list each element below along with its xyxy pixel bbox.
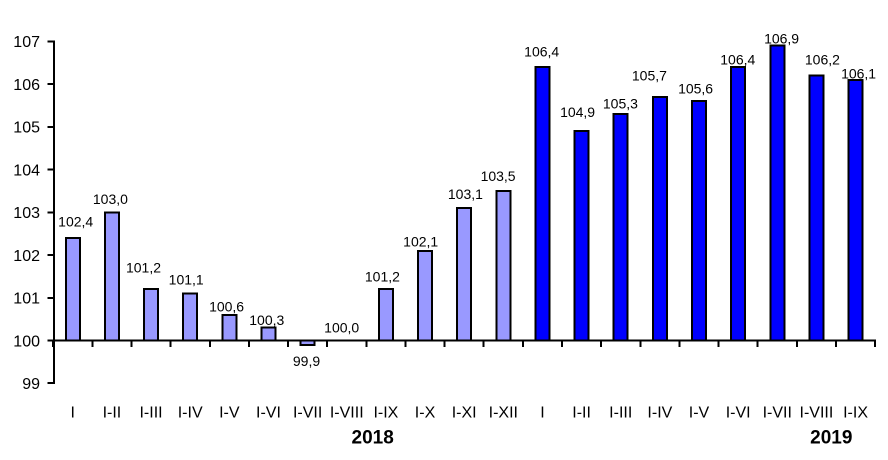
svg-text:I: I xyxy=(540,405,544,422)
svg-text:106,4: 106,4 xyxy=(524,43,559,59)
svg-text:I-VII: I-VII xyxy=(763,405,792,422)
svg-text:103: 103 xyxy=(13,205,40,222)
svg-text:I-II: I-II xyxy=(103,405,122,422)
svg-text:101,2: 101,2 xyxy=(126,260,161,276)
svg-text:101,1: 101,1 xyxy=(169,272,204,288)
svg-text:106,9: 106,9 xyxy=(764,31,799,47)
svg-text:99,9: 99,9 xyxy=(293,353,320,369)
svg-text:I-X: I-X xyxy=(415,405,436,422)
svg-text:I-VII: I-VII xyxy=(293,405,322,422)
svg-text:I-V: I-V xyxy=(219,405,240,422)
svg-text:2018: 2018 xyxy=(352,428,394,449)
svg-text:102: 102 xyxy=(13,248,40,265)
svg-text:I: I xyxy=(71,405,75,422)
svg-text:100,0: 100,0 xyxy=(324,320,359,336)
svg-text:102,1: 102,1 xyxy=(403,234,438,250)
svg-text:I-III: I-III xyxy=(139,405,162,422)
svg-text:100,6: 100,6 xyxy=(209,299,244,315)
svg-text:105: 105 xyxy=(13,120,40,137)
svg-text:2019: 2019 xyxy=(810,428,852,449)
svg-text:I-VIII: I-VIII xyxy=(800,405,834,422)
svg-text:I-XII: I-XII xyxy=(489,405,518,422)
svg-text:107: 107 xyxy=(13,34,40,51)
svg-text:106,4: 106,4 xyxy=(720,52,755,68)
svg-text:I-II: I-II xyxy=(572,405,591,422)
svg-text:105,3: 105,3 xyxy=(603,96,638,112)
svg-text:104,9: 104,9 xyxy=(560,104,595,120)
svg-text:104: 104 xyxy=(13,162,40,179)
svg-text:I-XI: I-XI xyxy=(452,405,477,422)
svg-text:101,2: 101,2 xyxy=(365,269,400,285)
svg-text:103,1: 103,1 xyxy=(448,186,483,202)
svg-text:105,6: 105,6 xyxy=(678,80,713,96)
svg-text:I-VI: I-VI xyxy=(726,405,751,422)
svg-text:106,1: 106,1 xyxy=(841,65,876,81)
svg-text:I-VIII: I-VIII xyxy=(330,405,364,422)
svg-text:I-IX: I-IX xyxy=(373,405,398,422)
svg-text:99: 99 xyxy=(22,376,40,393)
svg-text:105,7: 105,7 xyxy=(632,67,667,83)
svg-text:103,0: 103,0 xyxy=(93,191,128,207)
svg-text:103,5: 103,5 xyxy=(481,168,516,184)
svg-text:I-VI: I-VI xyxy=(256,405,281,422)
svg-text:106,2: 106,2 xyxy=(805,52,840,68)
svg-text:100,3: 100,3 xyxy=(249,312,284,328)
svg-text:100: 100 xyxy=(13,333,40,350)
svg-text:I-IV: I-IV xyxy=(178,405,203,422)
svg-text:I-IX: I-IX xyxy=(843,405,868,422)
svg-text:106: 106 xyxy=(13,77,40,94)
svg-text:I-IV: I-IV xyxy=(647,405,672,422)
svg-text:101: 101 xyxy=(13,291,40,308)
svg-text:I-III: I-III xyxy=(609,405,632,422)
svg-text:I-V: I-V xyxy=(689,405,710,422)
svg-text:102,4: 102,4 xyxy=(58,214,93,230)
